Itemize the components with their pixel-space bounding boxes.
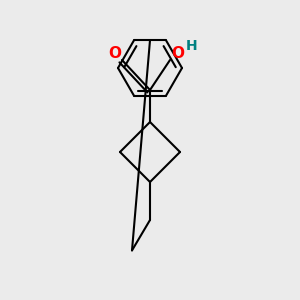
Text: O: O: [172, 46, 184, 61]
Text: H: H: [186, 39, 198, 53]
Text: O: O: [109, 46, 122, 61]
